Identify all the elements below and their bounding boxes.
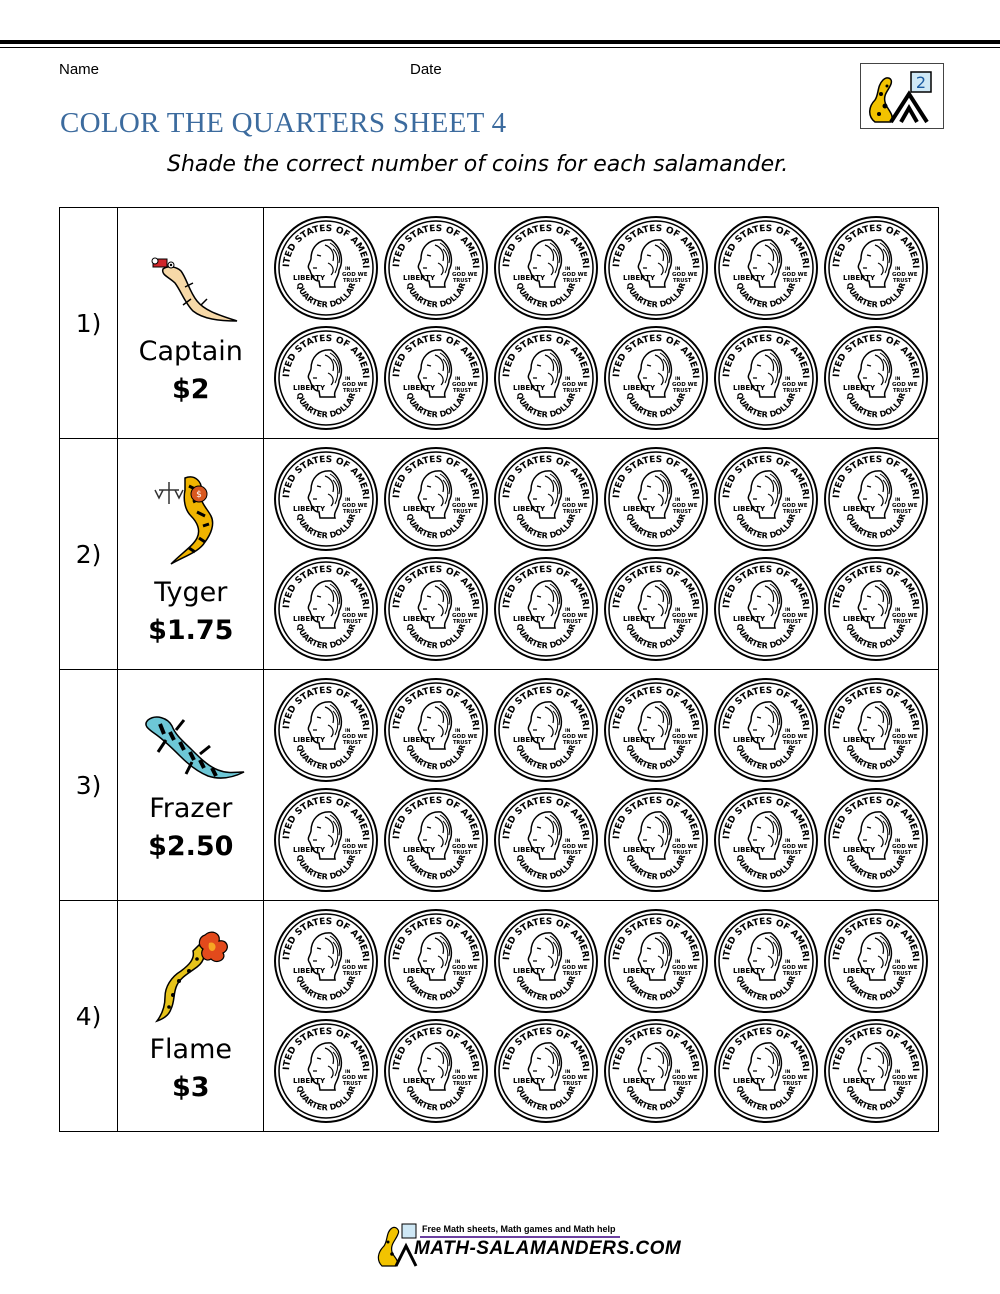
quarter-coin[interactable] [823,677,929,783]
quarter-coin[interactable] [383,1018,489,1124]
question-number: 2) [58,438,119,670]
coin-grid [264,901,938,1131]
quarter-coin[interactable] [823,908,929,1014]
question-row: 3) Frazer $2.50 [58,669,939,901]
quarter-coin[interactable] [493,1018,599,1124]
coins-cell [263,900,939,1132]
quarter-coin[interactable] [823,787,929,893]
grade-number: 2 [916,73,926,92]
quarter-coin[interactable] [713,908,819,1014]
question-row: 2) $ Tyger $1.75 [58,438,939,670]
quarter-coin[interactable] [273,1018,379,1124]
question-row: 4) Flame $3 [58,900,939,1132]
quarter-coin[interactable] [713,215,819,321]
quarter-coin[interactable] [713,787,819,893]
quarter-coin[interactable] [603,1018,709,1124]
question-number: 4) [58,900,119,1132]
coins-cell [263,669,939,901]
captain-salamander-icon [151,257,238,322]
footer-tagline: Free Math sheets, Math games and Math he… [422,1224,616,1234]
quarter-coin[interactable] [823,215,929,321]
quarters-table: 1) Captain $2 2) $ Tyger $1.7 [58,207,939,1132]
coin-grid [264,208,938,438]
name-label: Name [59,61,100,78]
coin-grid [264,670,938,900]
salamander-cell: Captain $2 [117,207,265,439]
quarter-coin[interactable] [383,556,489,662]
quarter-coin[interactable] [713,325,819,431]
salamander-cell: Flame $3 [117,900,265,1132]
quarter-coin[interactable] [273,908,379,1014]
quarter-coin[interactable] [273,446,379,552]
salamander-cell: $ Tyger $1.75 [117,438,265,670]
coins-cell [263,207,939,439]
svg-text:$: $ [196,490,202,500]
salamander-cell: Frazer $2.50 [117,669,265,901]
amount: $3 [171,1072,210,1103]
salamander-logo-icon: 2 [869,71,932,124]
coin-grid [264,439,938,669]
quarter-coin[interactable] [493,556,599,662]
quarter-coin[interactable] [383,215,489,321]
tyger-salamander-icon: $ [154,476,214,565]
footer-site-link[interactable]: MATH-SALAMANDERS.COM [414,1238,682,1259]
quarter-coin[interactable] [823,556,929,662]
quarter-coin[interactable] [603,325,709,431]
quarter-coin[interactable] [273,787,379,893]
quarter-coin[interactable] [383,677,489,783]
quarter-coin[interactable] [493,215,599,321]
quarter-coin[interactable] [603,556,709,662]
frazer-salamander-icon [144,716,245,779]
quarter-coin[interactable] [713,677,819,783]
quarter-coin[interactable] [273,556,379,662]
salamander-name: Frazer [149,793,233,824]
quarter-coin[interactable] [273,677,379,783]
flame-salamander-icon [154,931,228,1023]
quarter-coin[interactable] [273,325,379,431]
quarter-coin[interactable] [273,215,379,321]
header-rule-thick [0,40,1000,44]
quarter-coin[interactable] [823,325,929,431]
quarter-coin[interactable] [383,908,489,1014]
salamander-footer-icon [377,1223,418,1267]
quarter-coin[interactable] [823,1018,929,1124]
quarter-coin[interactable] [713,1018,819,1124]
coins-cell [263,438,939,670]
quarter-coin[interactable] [823,446,929,552]
header-rule-thin [0,47,1000,48]
page-title: COLOR THE QUARTERS SHEET 4 [60,107,507,139]
quarter-coin[interactable] [603,787,709,893]
question-row: 1) Captain $2 [58,207,939,439]
quarter-coin[interactable] [603,446,709,552]
instructions: Shade the correct number of coins for ea… [167,152,789,177]
quarter-coin[interactable] [383,787,489,893]
salamander-name: Captain [138,336,243,367]
salamander-name: Tyger [154,577,228,608]
quarter-coin[interactable] [603,908,709,1014]
amount: $2.50 [148,831,234,862]
footer-divider [420,1236,620,1238]
grade-logo: 2 [860,63,944,129]
date-label: Date [410,61,442,78]
footer-logo: Free Math sheets, Math games and Math he… [374,1222,681,1268]
question-number: 3) [58,669,119,901]
quarter-coin[interactable] [383,325,489,431]
quarter-coin[interactable] [603,215,709,321]
quarter-coin[interactable] [383,446,489,552]
amount: $1.75 [148,615,234,646]
quarter-coin[interactable] [493,908,599,1014]
quarter-coin[interactable] [713,446,819,552]
quarter-coin[interactable] [713,556,819,662]
question-number: 1) [58,207,119,439]
quarter-coin[interactable] [493,677,599,783]
quarter-coin[interactable] [493,446,599,552]
quarter-coin[interactable] [493,787,599,893]
quarter-coin[interactable] [493,325,599,431]
salamander-name: Flame [149,1034,233,1065]
amount: $2 [171,374,210,405]
quarter-coin[interactable] [603,677,709,783]
